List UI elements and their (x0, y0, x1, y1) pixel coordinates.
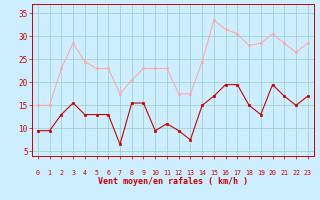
X-axis label: Vent moyen/en rafales ( km/h ): Vent moyen/en rafales ( km/h ) (98, 177, 248, 186)
